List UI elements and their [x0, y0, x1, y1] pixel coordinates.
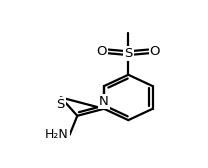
Text: O: O — [97, 45, 107, 58]
Text: N: N — [99, 95, 109, 108]
Text: S: S — [124, 47, 132, 60]
Text: O: O — [150, 45, 160, 58]
Text: H₂N: H₂N — [45, 128, 69, 141]
Text: S: S — [57, 98, 65, 111]
